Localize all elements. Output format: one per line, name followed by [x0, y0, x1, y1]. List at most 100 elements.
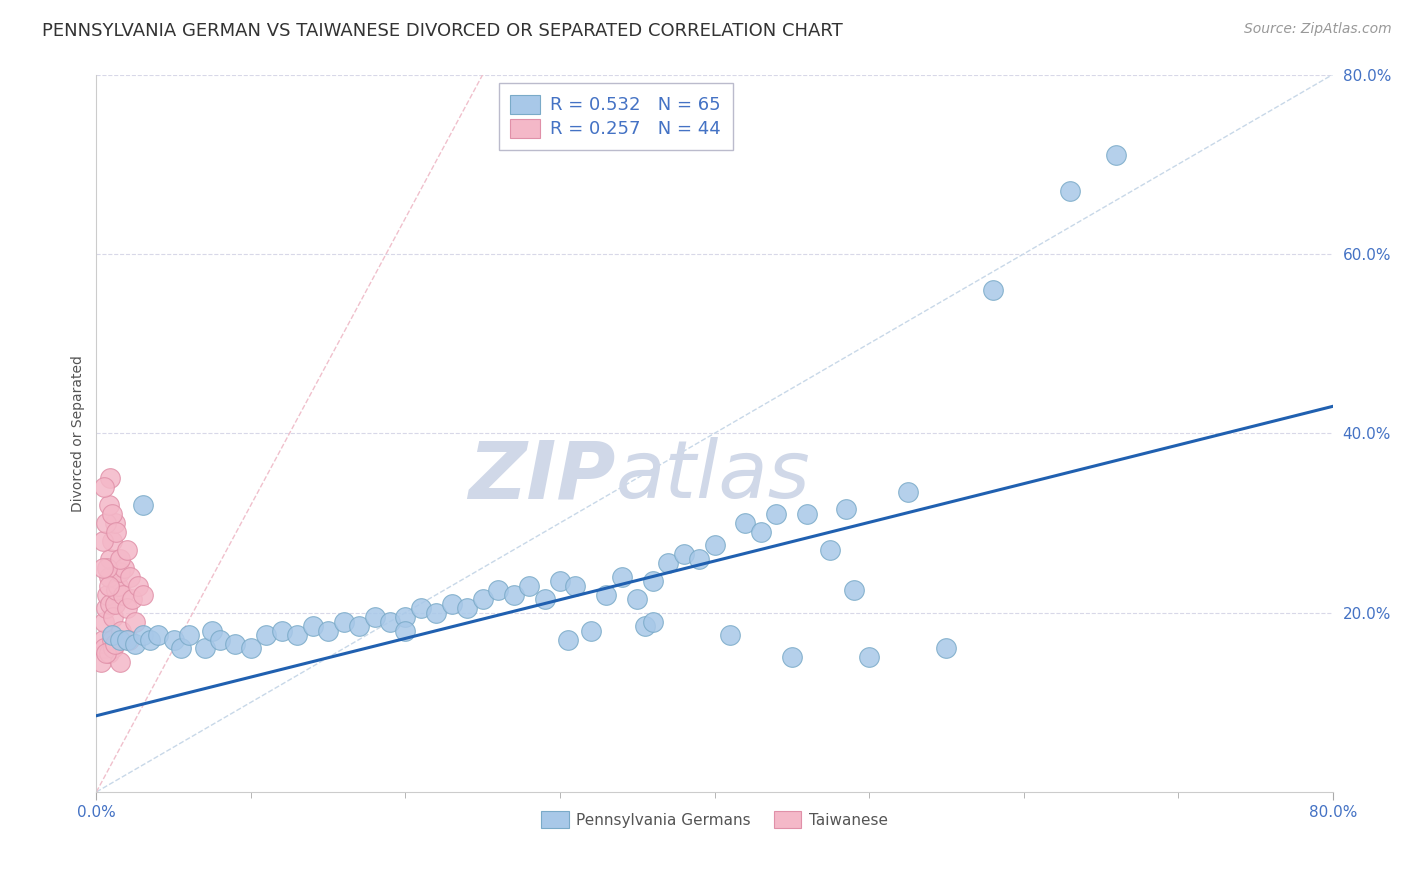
Point: [301, 619, 323, 633]
Y-axis label: Divorced or Separated: Divorced or Separated: [72, 355, 86, 512]
Point: [112, 561, 135, 575]
Text: PENNSYLVANIA GERMAN VS TAIWANESE DIVORCED OR SEPARATED CORRELATION CHART: PENNSYLVANIA GERMAN VS TAIWANESE DIVORCE…: [42, 22, 844, 40]
Point: [897, 484, 920, 499]
Point: [208, 632, 231, 647]
Point: [935, 641, 957, 656]
Point: [641, 574, 664, 589]
Point: [94, 646, 117, 660]
Point: [981, 283, 1004, 297]
Point: [108, 655, 131, 669]
Point: [108, 566, 131, 580]
Point: [749, 524, 772, 539]
Point: [595, 588, 617, 602]
Point: [121, 592, 143, 607]
Point: [440, 597, 463, 611]
Point: [91, 533, 114, 548]
Point: [634, 619, 657, 633]
Point: [107, 579, 129, 593]
Point: [170, 641, 193, 656]
Point: [94, 601, 117, 615]
Point: [98, 551, 121, 566]
Point: [91, 632, 114, 647]
Point: [103, 641, 125, 656]
Point: [118, 632, 141, 647]
Point: [765, 507, 787, 521]
Point: [127, 579, 149, 593]
Point: [108, 632, 131, 647]
Point: [124, 615, 146, 629]
Point: [703, 538, 725, 552]
Point: [177, 628, 200, 642]
Point: [117, 632, 139, 647]
Point: [98, 597, 121, 611]
Text: Source: ZipAtlas.com: Source: ZipAtlas.com: [1244, 22, 1392, 37]
Point: [548, 574, 571, 589]
Point: [93, 641, 115, 656]
Point: [579, 624, 602, 638]
Point: [285, 628, 308, 642]
Text: atlas: atlas: [616, 437, 810, 516]
Point: [316, 624, 339, 638]
Point: [98, 471, 121, 485]
Point: [1105, 148, 1128, 162]
Point: [103, 610, 125, 624]
Point: [270, 624, 292, 638]
Point: [224, 637, 246, 651]
Point: [842, 583, 865, 598]
Point: [254, 628, 277, 642]
Point: [120, 570, 142, 584]
Point: [146, 628, 169, 642]
Point: [363, 610, 385, 624]
Point: [796, 507, 818, 521]
Point: [97, 579, 120, 593]
Point: [96, 588, 118, 602]
Point: [132, 628, 155, 642]
Point: [641, 615, 664, 629]
Point: [780, 650, 803, 665]
Point: [718, 628, 741, 642]
Point: [124, 637, 146, 651]
Point: [820, 542, 842, 557]
Point: [394, 624, 416, 638]
Point: [97, 570, 120, 584]
Legend: Pennsylvania Germans, Taiwanese: Pennsylvania Germans, Taiwanese: [536, 805, 894, 835]
Point: [132, 498, 155, 512]
Point: [104, 516, 127, 530]
Point: [97, 646, 120, 660]
Point: [117, 601, 139, 615]
Point: [564, 579, 586, 593]
Point: [425, 606, 447, 620]
Point: [610, 570, 633, 584]
Point: [858, 650, 880, 665]
Point: [139, 632, 162, 647]
Point: [533, 592, 555, 607]
Point: [111, 588, 134, 602]
Point: [162, 632, 184, 647]
Point: [394, 610, 416, 624]
Point: [835, 502, 858, 516]
Point: [91, 561, 114, 575]
Point: [96, 561, 118, 575]
Point: [101, 507, 124, 521]
Point: [101, 628, 124, 642]
Point: [471, 592, 494, 607]
Point: [557, 632, 579, 647]
Point: [502, 588, 524, 602]
Point: [105, 583, 128, 598]
Point: [97, 498, 120, 512]
Point: [239, 641, 262, 656]
Point: [486, 583, 509, 598]
Point: [201, 624, 224, 638]
Point: [672, 547, 695, 561]
Point: [332, 615, 354, 629]
Point: [101, 632, 124, 647]
Point: [104, 597, 127, 611]
Point: [1059, 184, 1081, 198]
Point: [734, 516, 756, 530]
Point: [93, 480, 115, 494]
Point: [90, 655, 112, 669]
Point: [132, 588, 155, 602]
Point: [378, 615, 401, 629]
Point: [101, 533, 124, 548]
Point: [117, 542, 139, 557]
